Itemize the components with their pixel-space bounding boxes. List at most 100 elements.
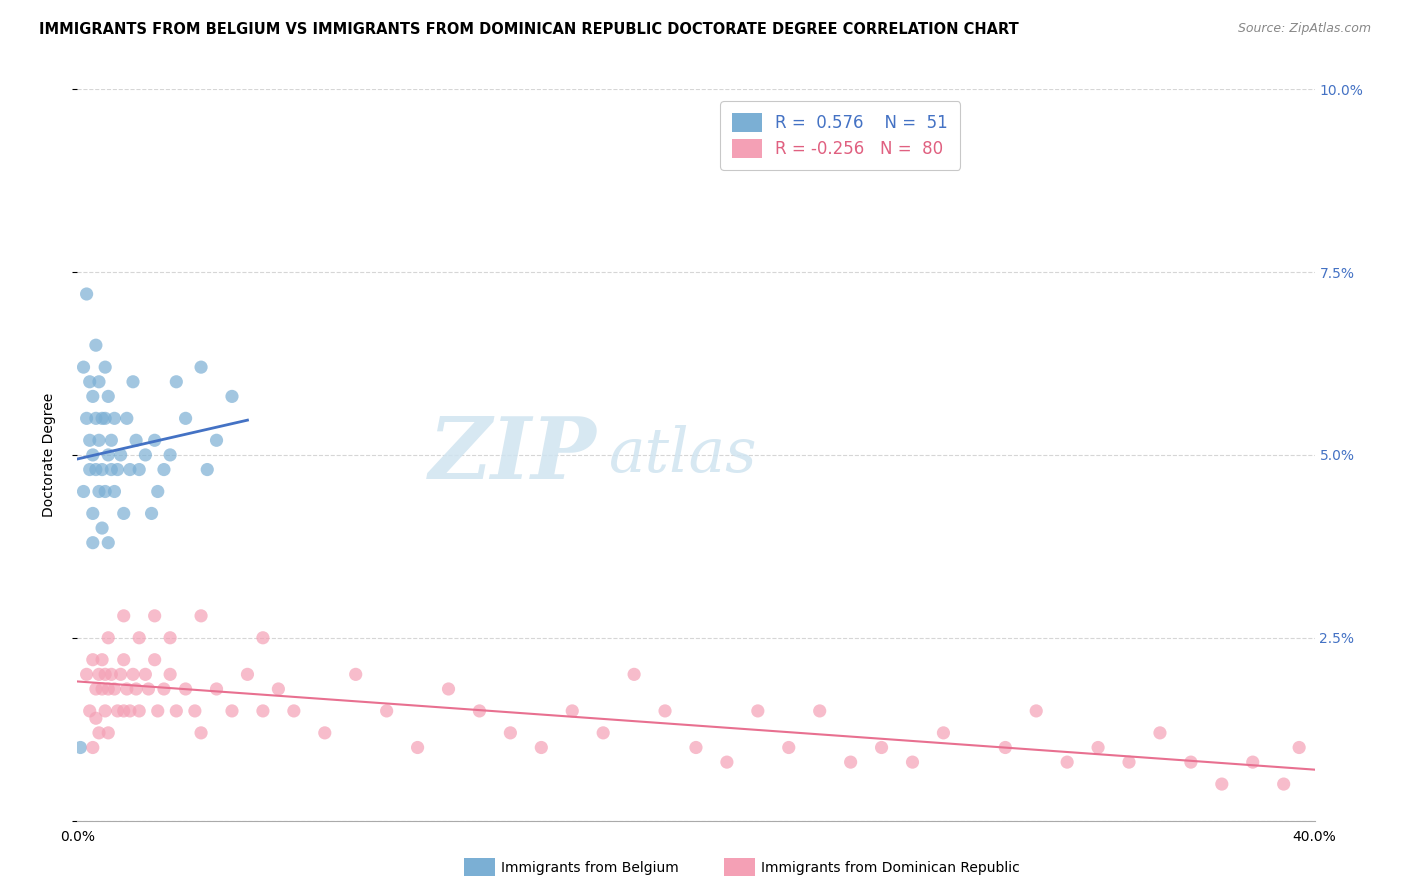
Point	[112, 507, 135, 521]
Point	[94, 360, 117, 375]
Point	[91, 521, 114, 535]
Point	[107, 462, 129, 476]
Point	[994, 740, 1017, 755]
Point	[110, 448, 132, 462]
Text: IMMIGRANTS FROM BELGIUM VS IMMIGRANTS FROM DOMINICAN REPUBLIC DOCTORATE DEGREE C: IMMIGRANTS FROM BELGIUM VS IMMIGRANTS FR…	[39, 22, 1019, 37]
Point	[1272, 777, 1295, 791]
Text: atlas: atlas	[609, 425, 758, 485]
Point	[103, 411, 125, 425]
Point	[153, 681, 176, 696]
Point	[143, 653, 166, 667]
Point	[76, 287, 98, 301]
Point	[115, 681, 138, 696]
Point	[84, 681, 107, 696]
Point	[97, 681, 120, 696]
Point	[165, 375, 187, 389]
Point	[91, 462, 114, 476]
Point	[69, 740, 91, 755]
Point	[1025, 704, 1047, 718]
Point	[221, 704, 243, 718]
Point	[82, 653, 104, 667]
Point	[901, 755, 924, 769]
Point	[778, 740, 800, 755]
Point	[932, 726, 955, 740]
Point	[375, 704, 398, 718]
Point	[107, 704, 129, 718]
Point	[205, 434, 228, 448]
Point	[146, 484, 169, 499]
Point	[84, 462, 107, 476]
Point	[94, 411, 117, 425]
Point	[839, 755, 862, 769]
Point	[97, 389, 120, 403]
Point	[94, 704, 117, 718]
Point	[870, 740, 893, 755]
Point	[561, 704, 583, 718]
Point	[82, 535, 104, 549]
Point	[623, 667, 645, 681]
Point	[716, 755, 738, 769]
Point	[499, 726, 522, 740]
Text: Immigrants from Belgium: Immigrants from Belgium	[501, 861, 678, 875]
Point	[236, 667, 259, 681]
Point	[122, 667, 145, 681]
Point	[1241, 755, 1264, 769]
Point	[128, 704, 150, 718]
Point	[174, 411, 197, 425]
Point	[344, 667, 367, 681]
Point	[110, 667, 132, 681]
Point	[143, 608, 166, 623]
Point	[1180, 755, 1202, 769]
Point	[87, 726, 110, 740]
Point	[592, 726, 614, 740]
Point	[159, 631, 181, 645]
Point	[190, 608, 212, 623]
Point	[79, 375, 101, 389]
Point	[146, 704, 169, 718]
Point	[79, 462, 101, 476]
Legend: R =  0.576    N =  51, R = -0.256   N =  80: R = 0.576 N = 51, R = -0.256 N = 80	[720, 101, 960, 169]
Point	[143, 434, 166, 448]
Point	[128, 462, 150, 476]
Point	[79, 704, 101, 718]
Point	[82, 448, 104, 462]
Point	[252, 631, 274, 645]
Point	[138, 681, 160, 696]
Point	[125, 681, 148, 696]
Point	[76, 411, 98, 425]
Point	[468, 704, 491, 718]
Point	[406, 740, 429, 755]
Point	[94, 667, 117, 681]
Point	[84, 411, 107, 425]
Point	[76, 667, 98, 681]
Text: Immigrants from Dominican Republic: Immigrants from Dominican Republic	[761, 861, 1019, 875]
Point	[1288, 740, 1310, 755]
Point	[125, 434, 148, 448]
Point	[100, 462, 122, 476]
Point	[1118, 755, 1140, 769]
Y-axis label: Doctorate Degree: Doctorate Degree	[42, 392, 56, 517]
Point	[153, 462, 176, 476]
Point	[100, 667, 122, 681]
Point	[314, 726, 336, 740]
Point	[112, 704, 135, 718]
Point	[283, 704, 305, 718]
Point	[122, 375, 145, 389]
Point	[112, 653, 135, 667]
Point	[128, 631, 150, 645]
Point	[530, 740, 553, 755]
Point	[103, 681, 125, 696]
Point	[808, 704, 831, 718]
Point	[103, 484, 125, 499]
Point	[184, 704, 207, 718]
Point	[134, 448, 156, 462]
Point	[159, 667, 181, 681]
Point	[84, 338, 107, 352]
Point	[165, 704, 187, 718]
Point	[252, 704, 274, 718]
Point	[159, 448, 181, 462]
Point	[82, 389, 104, 403]
Point	[91, 411, 114, 425]
Point	[115, 411, 138, 425]
Point	[87, 434, 110, 448]
